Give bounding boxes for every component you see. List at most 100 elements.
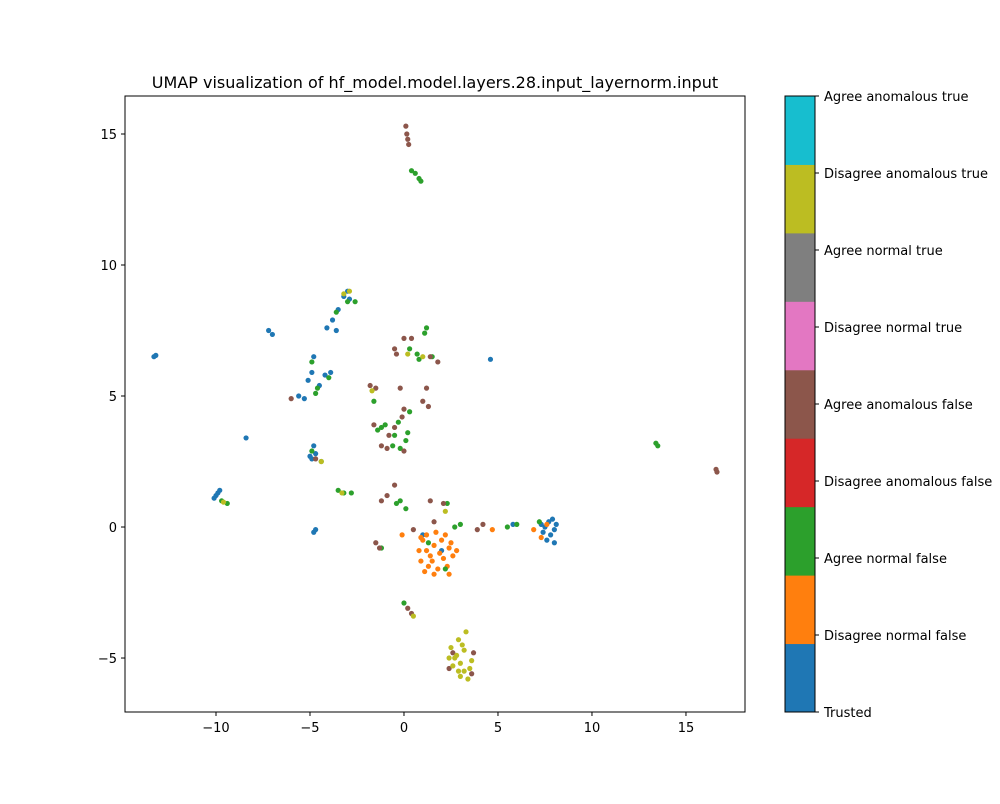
point [442,508,448,514]
point [544,521,550,527]
point [314,385,321,391]
point [399,414,405,420]
colorbar-frame [784,95,816,713]
colorbar-segment [785,506,815,576]
point [395,419,401,425]
x-tick-label: 5 [494,721,502,736]
point [457,673,463,679]
point [307,453,313,459]
point [378,498,385,504]
point [393,500,400,507]
colorbar-label: Disagree anomalous true [824,167,988,182]
point [420,354,426,360]
point [401,448,407,454]
point [551,527,557,533]
point [401,600,407,606]
point [391,346,398,352]
chart-title: UMAP visualization of hf_model.model.lay… [152,73,718,93]
point [418,558,424,564]
point [450,650,456,656]
point [322,372,328,378]
point [450,663,456,669]
point [423,532,430,538]
point [452,524,458,530]
point [329,317,336,323]
point [553,521,559,527]
colorbar-segment [785,575,815,645]
point [431,542,437,548]
point [423,385,430,391]
y-tick-label: 15 [100,128,117,143]
point [655,443,661,449]
point [217,487,223,493]
point [504,524,510,530]
point [548,532,554,538]
y-tick-label: 10 [100,259,117,274]
point [311,354,317,360]
point [459,642,465,648]
colorbar-segment [785,96,815,165]
point [431,571,437,577]
point [405,605,411,611]
point [393,351,400,357]
point [410,527,416,533]
point [397,385,403,391]
point [433,529,439,535]
point [371,398,377,404]
point [335,487,341,493]
point [440,500,447,507]
point [538,534,544,541]
colorbar-label: Agree anomalous false [824,398,973,413]
point [455,668,462,674]
point [422,330,428,336]
point [463,629,469,635]
point [418,534,424,541]
point [397,445,403,452]
point [301,396,307,402]
point [346,288,353,294]
colorbar-label: Trusted [823,706,872,721]
colorbar-segment [785,438,815,508]
point [408,335,415,341]
point [401,406,407,412]
point [367,382,373,389]
point [243,435,249,441]
point [375,427,381,433]
point [378,443,385,449]
point [386,432,392,438]
point [474,527,480,533]
point [269,331,275,338]
point [288,396,294,402]
point [416,547,422,554]
point [403,437,409,444]
point [435,566,441,572]
colorbar-label: Agree anomalous true [824,90,969,105]
point [407,409,413,415]
point [714,469,720,475]
point [405,430,411,436]
point [397,498,403,504]
point [510,521,516,527]
point [435,359,441,365]
point [427,498,433,504]
point [446,571,452,577]
point [429,558,435,564]
point [489,527,495,533]
point [153,352,159,358]
point [313,390,319,396]
point [318,458,324,465]
x-tick-label: −5 [300,721,319,736]
point [371,422,377,428]
point [339,490,345,496]
point [452,655,458,661]
point [373,540,379,546]
point [446,655,452,661]
colorbar-label: Disagree anomalous false [824,475,992,490]
y-tick-label: −5 [98,652,117,667]
point [378,424,385,431]
point [422,568,428,575]
point [211,495,217,501]
x-tick-label: −10 [202,721,229,736]
